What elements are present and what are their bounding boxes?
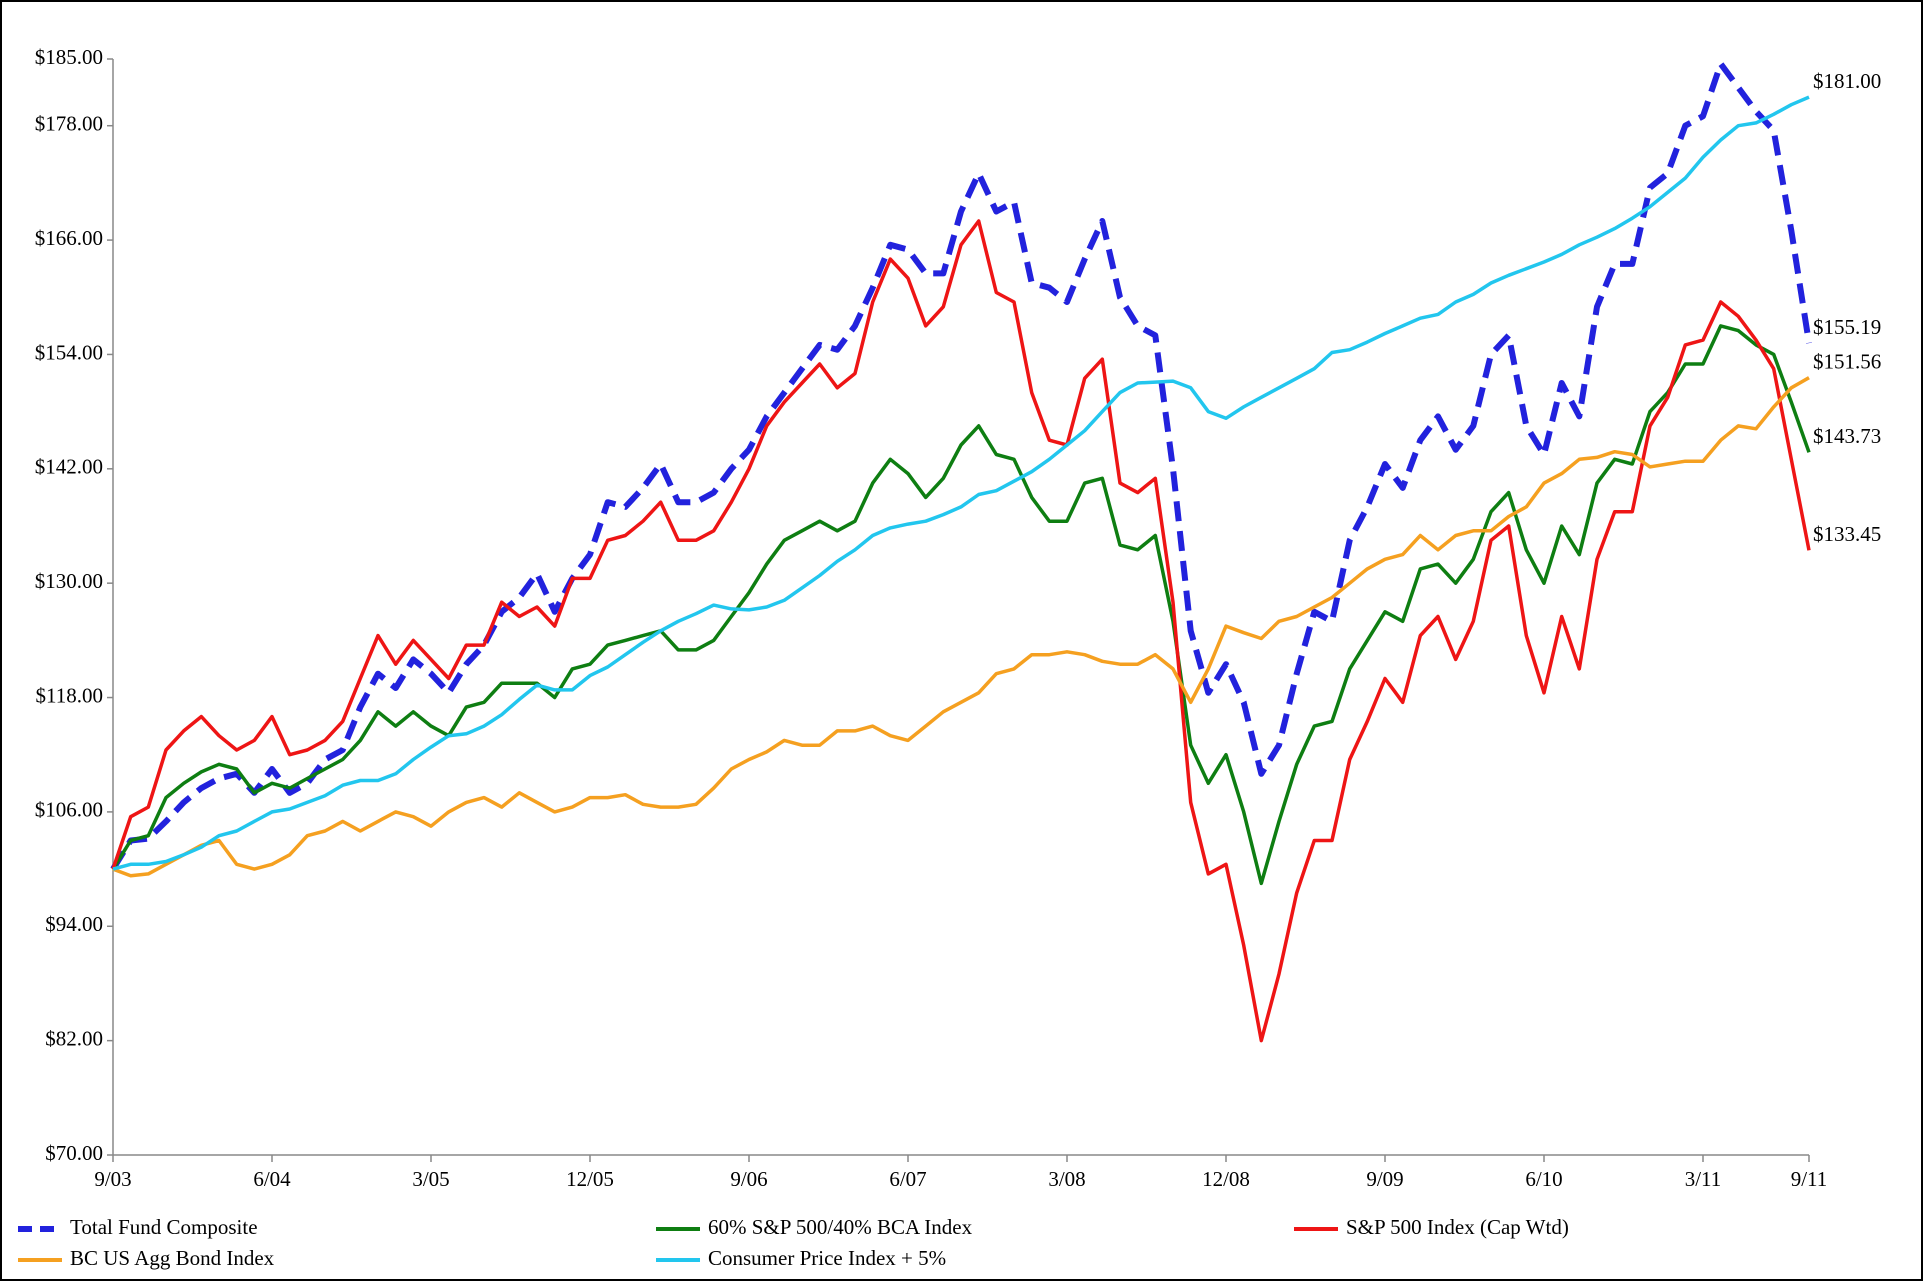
y-tick-label: $106.00 xyxy=(35,798,103,822)
series-line xyxy=(111,219,1811,1043)
x-tick-label: 6/10 xyxy=(1525,1167,1562,1191)
y-tick-label: $185.00 xyxy=(35,45,103,69)
y-tick-label: $94.00 xyxy=(45,912,103,936)
series-line xyxy=(112,95,1810,871)
legend-label: BC US Agg Bond Index xyxy=(70,1246,275,1270)
series-line xyxy=(112,376,1810,878)
x-tick-label: 9/03 xyxy=(94,1167,131,1191)
x-tick-label: 9/06 xyxy=(730,1167,767,1191)
y-tick-label: $118.00 xyxy=(36,683,103,707)
x-tick-label: 6/07 xyxy=(889,1167,926,1191)
series-line xyxy=(110,60,1812,871)
x-tick-label: 6/04 xyxy=(253,1167,291,1191)
y-tick-label: $70.00 xyxy=(45,1141,103,1165)
series-line xyxy=(111,324,1811,886)
y-tick-label: $82.00 xyxy=(45,1026,103,1050)
end-label: $181.00 xyxy=(1813,69,1881,93)
end-label: $143.73 xyxy=(1813,424,1881,448)
y-tick-label: $166.00 xyxy=(35,226,103,250)
y-tick-label: $154.00 xyxy=(35,340,103,364)
y-tick-label: $130.00 xyxy=(35,569,103,593)
y-tick-label: $142.00 xyxy=(35,455,103,479)
x-tick-label: 3/05 xyxy=(412,1167,449,1191)
legend-label: Consumer Price Index + 5% xyxy=(708,1246,946,1270)
legend-label: Total Fund Composite xyxy=(70,1215,258,1239)
x-tick-label: 9/11 xyxy=(1791,1167,1828,1191)
x-tick-label: 3/11 xyxy=(1685,1167,1722,1191)
end-label: $133.45 xyxy=(1813,522,1881,546)
x-tick-label: 12/08 xyxy=(1202,1167,1250,1191)
x-tick-label: 3/08 xyxy=(1048,1167,1085,1191)
legend-label: S&P 500 Index (Cap Wtd) xyxy=(1346,1215,1569,1239)
end-label: $155.19 xyxy=(1813,315,1881,339)
y-tick-label: $178.00 xyxy=(35,112,103,136)
end-label: $151.56 xyxy=(1813,350,1881,374)
x-tick-label: 9/09 xyxy=(1366,1167,1403,1191)
x-tick-label: 12/05 xyxy=(566,1167,614,1191)
legend-label: 60% S&P 500/40% BCA Index xyxy=(708,1215,973,1239)
